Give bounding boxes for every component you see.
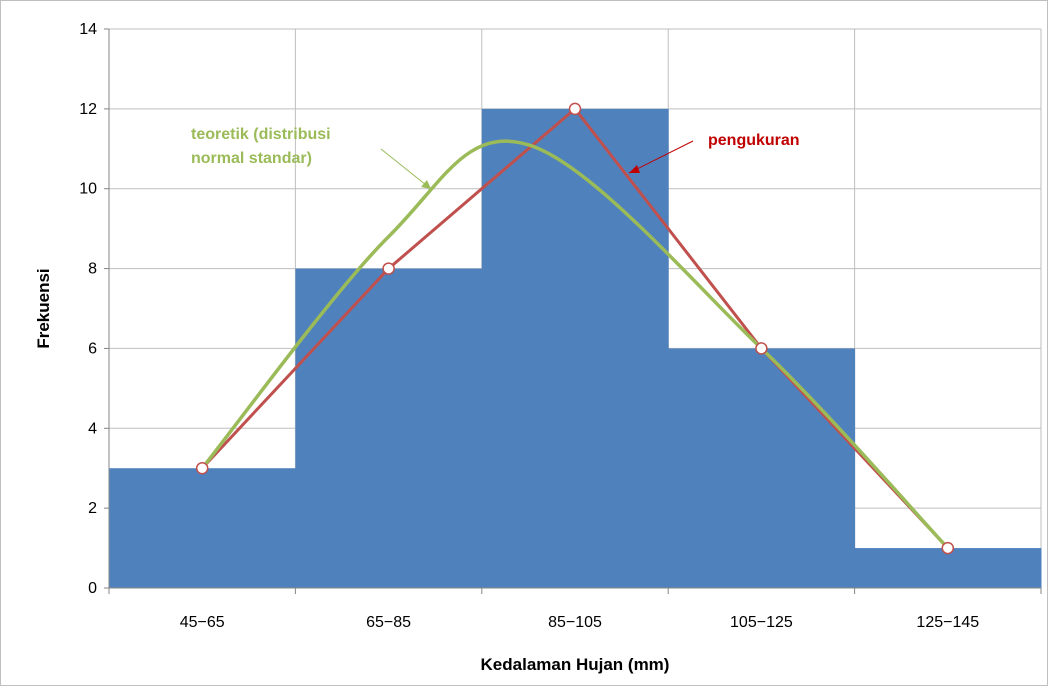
measurement-point bbox=[382, 262, 395, 275]
theoretical-annotation-arrow bbox=[380, 148, 432, 190]
measurement-annotation-arrow bbox=[628, 140, 694, 174]
tick-labels: 0 2 4 6 8 10 12 14 45−65 65−85 85−105 105−125 125−14… bbox=[79, 21, 979, 631]
x-axis-title: Kedalaman Hujan (mm) bbox=[481, 655, 670, 674]
theoretical-series-curve bbox=[200, 139, 950, 550]
measurement-arrowhead bbox=[629, 165, 640, 173]
x-tick-label: 65−85 bbox=[366, 614, 411, 631]
histogram-bar bbox=[668, 348, 856, 588]
y-tick-label: 8 bbox=[88, 261, 97, 278]
annotations: teoretik (distribusi normal standar) pengu… bbox=[191, 126, 800, 190]
y-tick-label: 6 bbox=[88, 340, 97, 357]
y-tick-label: 2 bbox=[88, 500, 97, 517]
theoretical-curve bbox=[200, 139, 950, 550]
x-tick-label: 85−105 bbox=[548, 614, 602, 631]
measurement-point bbox=[195, 461, 209, 475]
measurement-annotation-text: pengukuran bbox=[708, 132, 800, 149]
measurement-point bbox=[941, 541, 955, 555]
x-tick-label: 125−145 bbox=[916, 614, 979, 631]
theoretical-annotation-text: teoretik (distribusi bbox=[191, 126, 331, 143]
x-tick-label: 105−125 bbox=[730, 614, 793, 631]
y-tick-label: 4 bbox=[88, 420, 97, 437]
y-tick-label: 12 bbox=[79, 101, 97, 118]
y-axis-title: Frekuensi bbox=[34, 268, 53, 348]
measurement-point bbox=[755, 342, 768, 355]
histogram-bar bbox=[481, 108, 669, 588]
y-tick-label: 0 bbox=[88, 580, 97, 597]
axes bbox=[104, 28, 1042, 594]
y-tick-label: 10 bbox=[79, 181, 97, 198]
histogram-bar bbox=[854, 548, 1042, 588]
histogram-bar bbox=[295, 268, 483, 588]
theoretical-annotation-text: normal standar) bbox=[191, 150, 312, 167]
histogram-bar bbox=[109, 468, 296, 588]
y-tick-label: 14 bbox=[79, 21, 97, 38]
measurement-point bbox=[568, 102, 582, 116]
measurement-markers bbox=[195, 102, 955, 555]
theoretical-arrowhead bbox=[421, 180, 431, 189]
x-tick-label: 45−65 bbox=[180, 614, 225, 631]
